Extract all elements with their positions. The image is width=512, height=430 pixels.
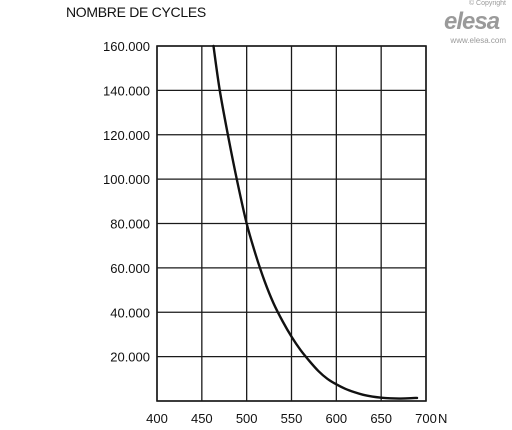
series: [212, 44, 419, 400]
y-axis-title: NOMBRE DE CYCLES: [66, 4, 206, 20]
x-tick-label: 650: [370, 411, 392, 426]
x-tick-label: 400: [146, 411, 168, 426]
copyright-text: © Copyright: [468, 0, 506, 7]
y-tick-label: 120.000: [103, 128, 150, 143]
logo-wordmark: elesa: [444, 8, 500, 35]
elesa-logo: © Copyright elesa www.elesa.com: [436, 0, 510, 46]
y-tick-label: 60.000: [110, 261, 150, 276]
y-tick-label: 140.000: [103, 83, 150, 98]
x-tick-label: 600: [325, 411, 347, 426]
grid: [156, 45, 427, 402]
y-tick-label: 80.000: [110, 217, 150, 232]
y-tick-label: 20.000: [110, 350, 150, 365]
x-tick-label: 500: [236, 411, 258, 426]
x-tick-label: 550: [281, 411, 303, 426]
tick-labels: 400 450 500 550 600 650 700 20.000 40.000 60.000 8…: [103, 39, 437, 426]
x-tick-label: 450: [191, 411, 213, 426]
x-tick-label: 700: [415, 411, 437, 426]
x-axis-unit-label: N: [438, 411, 447, 426]
series-line: [212, 44, 419, 400]
plot-frame: [156, 45, 427, 402]
y-tick-label: 160.000: [103, 39, 150, 54]
y-tick-label: 100.000: [103, 172, 150, 187]
logo-url: www.elesa.com: [450, 36, 506, 45]
y-tick-label: 40.000: [110, 305, 150, 320]
